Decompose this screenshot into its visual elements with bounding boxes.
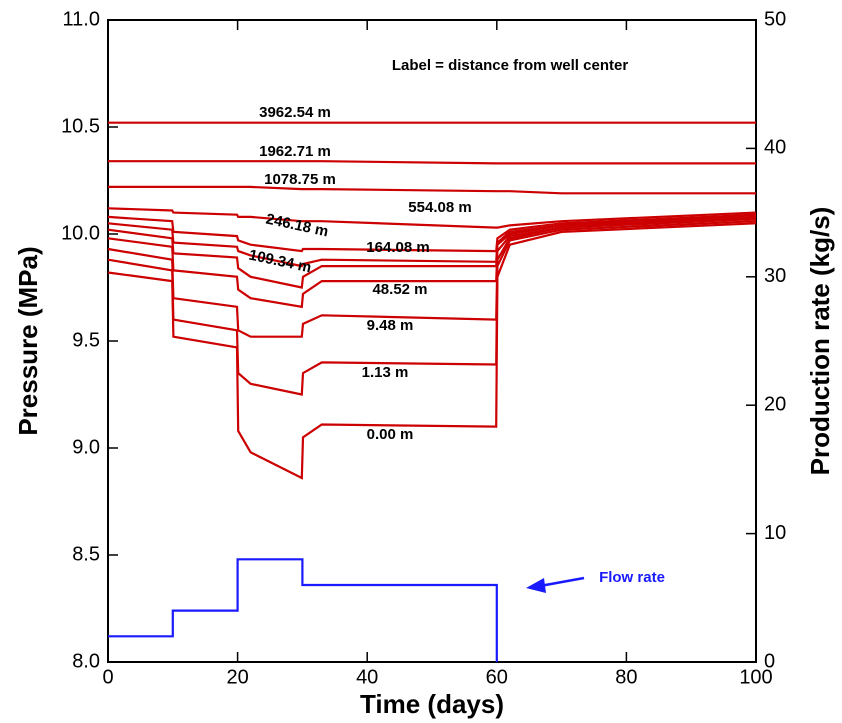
y2-axis-title: Production rate (kg/s) bbox=[805, 207, 835, 476]
series-line bbox=[108, 160, 756, 165]
series-label: 3962.54 m bbox=[259, 104, 331, 121]
series-label: 164.08 m bbox=[366, 239, 429, 256]
y-tick-label: 11.0 bbox=[63, 8, 100, 30]
x-tick-label: 100 bbox=[739, 666, 772, 688]
series-line bbox=[107, 215, 757, 289]
series-line bbox=[108, 558, 498, 662]
y2-tick-label: 40 bbox=[764, 137, 786, 159]
series-line bbox=[107, 217, 757, 338]
series-line bbox=[107, 213, 757, 253]
y-tick-label: 9.5 bbox=[72, 329, 100, 351]
series-line bbox=[107, 215, 757, 309]
series-label: 246.18 m bbox=[264, 211, 330, 241]
arrow-head bbox=[526, 578, 546, 593]
series-label: 1.13 m bbox=[362, 364, 409, 381]
series-label: Flow rate bbox=[599, 569, 665, 586]
y2-tick-label: 30 bbox=[764, 265, 786, 287]
y2-tick-label: 50 bbox=[764, 8, 786, 30]
x-tick-label: 40 bbox=[356, 666, 378, 688]
series-label: 1962.71 m bbox=[259, 143, 331, 160]
y-axis-title: Pressure (MPa) bbox=[13, 246, 43, 435]
series-line bbox=[107, 207, 757, 229]
series-label: 0.00 m bbox=[367, 426, 414, 443]
y-tick-label: 10.5 bbox=[61, 115, 100, 137]
series-line bbox=[108, 185, 756, 195]
series-label: 9.48 m bbox=[367, 317, 414, 334]
y-tick-label: 8.5 bbox=[72, 543, 100, 565]
x-tick-label: 80 bbox=[615, 666, 637, 688]
annotation: Label = distance from well center bbox=[392, 57, 628, 74]
y-tick-label: 8.0 bbox=[72, 650, 100, 672]
x-tick-label: 60 bbox=[486, 666, 508, 688]
series-label: 554.08 m bbox=[408, 199, 471, 216]
y2-tick-label: 0 bbox=[764, 650, 775, 672]
series-label: 1078.75 m bbox=[264, 171, 336, 188]
arrow-shaft bbox=[539, 576, 585, 588]
series-line bbox=[107, 222, 757, 480]
y-tick-label: 10.0 bbox=[61, 222, 100, 244]
x-tick-label: 20 bbox=[226, 666, 248, 688]
series-label: 48.52 m bbox=[372, 281, 427, 298]
series-line bbox=[107, 213, 757, 268]
y2-tick-label: 20 bbox=[764, 393, 786, 415]
series-line bbox=[107, 220, 757, 396]
y-tick-label: 9.0 bbox=[72, 436, 100, 458]
y2-tick-label: 10 bbox=[764, 522, 786, 544]
x-axis-title: Time (days) bbox=[360, 689, 504, 719]
x-tick-label: 0 bbox=[102, 666, 113, 688]
